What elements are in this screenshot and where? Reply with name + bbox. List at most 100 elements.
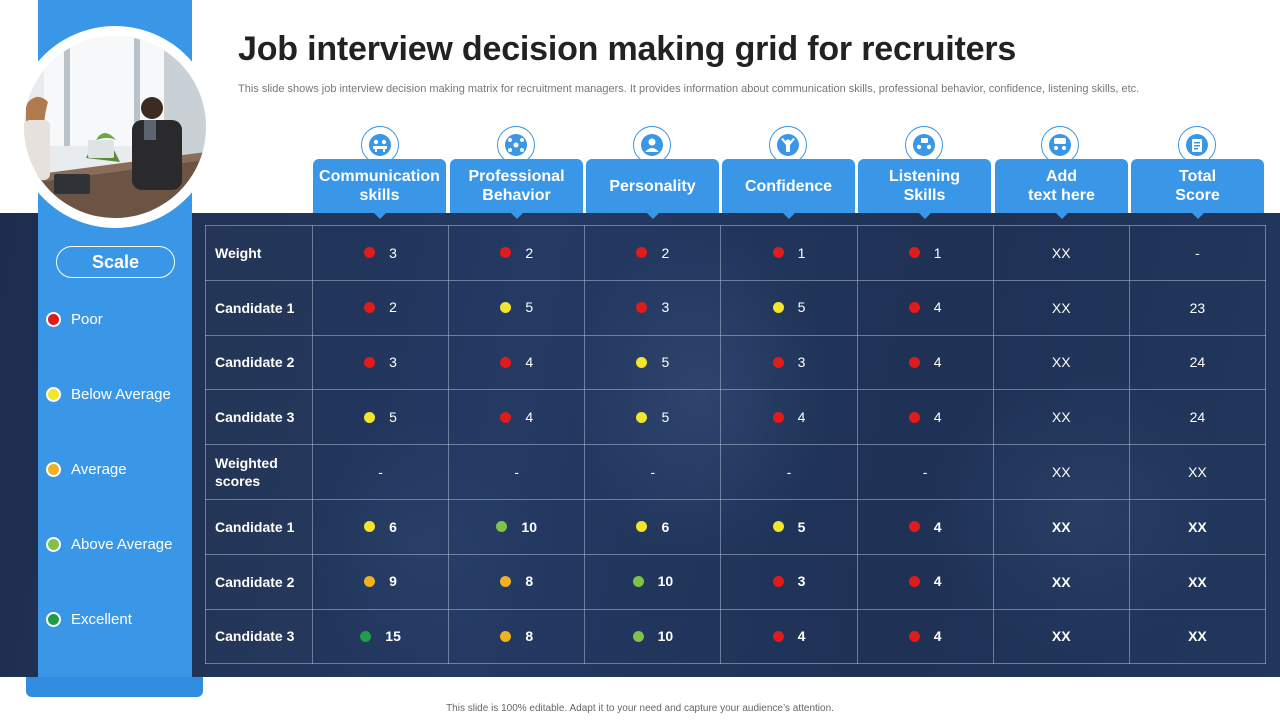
cell-value: 5 (661, 409, 670, 426)
table-row: Candidate 2 9 8 10 3 4 XX XX (205, 553, 1267, 610)
table-row: Weighted scores - - - - - XX XX (205, 444, 1267, 500)
legend-item-average: Average (46, 458, 127, 480)
legend-item-poor: Poor (46, 308, 103, 330)
table-cell: 10 (584, 608, 722, 665)
rating-dot-icon (500, 301, 512, 313)
above-average-dot-icon (46, 536, 61, 552)
table-cell: XX (992, 444, 1130, 500)
rating-dot-icon (908, 630, 920, 642)
row-label: Candidate 1 (205, 279, 313, 336)
cell-value: 4 (933, 518, 942, 535)
table-cell: XX (992, 225, 1130, 281)
interview-photo (24, 36, 206, 218)
legend-label: Below Average (71, 385, 171, 403)
page-subtitle: This slide shows job interview decision … (238, 83, 1140, 95)
rating-dot-icon (500, 356, 512, 368)
table-cell: - (584, 444, 722, 500)
legend-item-below-average: Below Average (46, 383, 171, 405)
table-cell: 5 (584, 389, 722, 446)
table-cell: 2 (448, 225, 586, 281)
cell-value: 10 (657, 573, 674, 590)
table-cell: - (856, 444, 994, 500)
table-row: Candidate 2 3 4 5 3 4 XX 24 (205, 334, 1267, 391)
table-cell: 4 (448, 389, 586, 446)
table-row: Candidate 3 15 8 10 4 4 XX XX (205, 608, 1267, 665)
table-cell: - (720, 444, 858, 500)
table-cell: 10 (584, 553, 722, 610)
table-cell: 4 (856, 334, 994, 391)
group-chat-icon (1041, 126, 1079, 164)
cell-value: 4 (933, 299, 942, 316)
table-cell: 2 (311, 279, 450, 336)
rating-dot-icon (908, 411, 920, 423)
column-header-listening: Listening Skills (858, 159, 991, 219)
cell-value: XX (1188, 628, 1207, 645)
cell-value: 1 (797, 244, 806, 261)
table-cell: 5 (720, 498, 858, 555)
table-cell: 23 (1128, 279, 1267, 336)
table-cell: 4 (856, 553, 994, 610)
rating-dot-icon (360, 630, 372, 642)
meeting-icon (361, 126, 399, 164)
average-dot-icon (46, 461, 61, 477)
column-header-total-score: Total Score (1131, 159, 1264, 219)
rating-dot-icon (364, 301, 376, 313)
table-cell: 10 (448, 498, 586, 555)
legend-label: Poor (71, 310, 103, 328)
table-cell: XX (992, 608, 1130, 665)
table-row: Weight 3 2 2 1 1 XX - (205, 225, 1267, 281)
cell-value: - (514, 464, 520, 481)
table-cell: 4 (856, 608, 994, 665)
cell-value: 4 (525, 409, 534, 426)
cell-value: XX (1051, 244, 1071, 261)
table-cell: 5 (448, 279, 586, 336)
rating-dot-icon (908, 356, 920, 368)
cell-value: 8 (525, 628, 534, 645)
rating-dot-icon (772, 301, 784, 313)
table-cell: 8 (448, 553, 586, 610)
below-average-dot-icon (46, 386, 61, 402)
cell-value: - (378, 464, 383, 481)
row-label: Candidate 3 (205, 389, 313, 446)
row-label: Candidate 3 (205, 608, 313, 665)
cell-value: 4 (933, 409, 942, 426)
table-cell: 3 (311, 225, 450, 281)
rating-dot-icon (364, 247, 376, 259)
rating-dot-icon (636, 301, 648, 313)
cell-value: 8 (525, 573, 534, 590)
table-cell: 5 (311, 389, 450, 446)
row-label: Weighted scores (205, 444, 313, 500)
cell-value: 4 (933, 628, 942, 645)
cell-value: 4 (933, 573, 942, 590)
table-cell: 3 (720, 334, 858, 391)
cell-value: - (650, 464, 656, 481)
cell-value: XX (1051, 409, 1071, 426)
column-header-personality: Personality (586, 159, 719, 219)
column-header-communication: Communication skills (313, 159, 446, 219)
rating-dot-icon (496, 521, 508, 533)
cell-value: XX (1051, 299, 1071, 316)
cell-value: 1 (933, 244, 942, 261)
cell-value: 4 (797, 628, 806, 645)
cell-value: 24 (1189, 409, 1206, 426)
column-header-confidence: Confidence (722, 159, 855, 219)
sidebar-base (26, 677, 203, 697)
table-cell: XX (992, 279, 1130, 336)
rating-dot-icon (908, 575, 920, 587)
row-label: Candidate 1 (205, 498, 313, 555)
table-cell: 1 (856, 225, 994, 281)
column-header-add-text: Add text here (995, 159, 1128, 219)
cell-value: XX (1051, 354, 1071, 371)
cell-value: 3 (389, 244, 397, 261)
cell-value: XX (1051, 464, 1071, 481)
cell-value: 9 (389, 573, 397, 590)
rating-dot-icon (908, 247, 920, 259)
cell-value: XX (1188, 518, 1207, 535)
table-cell: 6 (311, 498, 450, 555)
table-cell: 8 (448, 608, 586, 665)
table-cell: XX (992, 498, 1130, 555)
footer-note: This slide is 100% editable. Adapt it to… (446, 703, 834, 714)
cell-value: 3 (389, 354, 397, 371)
table-cell: 15 (311, 608, 450, 665)
table-cell: 24 (1128, 389, 1267, 446)
